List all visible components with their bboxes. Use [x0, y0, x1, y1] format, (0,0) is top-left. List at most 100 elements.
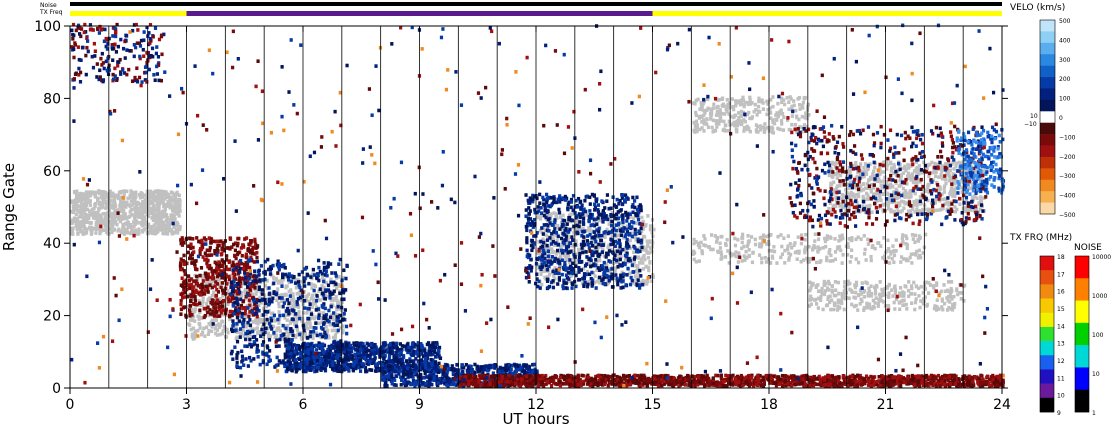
ground-scatter-cell — [74, 212, 78, 217]
ground-scatter-cell — [641, 227, 645, 231]
ground-scatter-cell — [757, 244, 762, 249]
scatter-cell — [220, 304, 225, 308]
ground-scatter-cell — [310, 316, 314, 320]
ground-scatter-cell — [748, 100, 752, 104]
ground-scatter-cell — [910, 261, 914, 265]
ground-scatter-cell — [760, 256, 764, 261]
ground-scatter-cell — [904, 241, 908, 246]
ground-scatter-cell — [703, 110, 707, 115]
ground-scatter-cell — [163, 197, 167, 201]
ground-scatter-cell — [121, 203, 125, 207]
ground-scatter-cell — [128, 210, 132, 214]
ground-scatter-cell — [847, 296, 851, 301]
scatter-cell — [73, 41, 77, 45]
ground-scatter-cell — [212, 290, 216, 295]
ground-scatter-cell — [695, 129, 699, 134]
ground-scatter-cell — [840, 233, 844, 238]
ground-scatter-cell — [635, 275, 639, 280]
ground-scatter-cell — [809, 286, 813, 290]
ground-scatter-cell — [161, 209, 165, 214]
ground-scatter-cell — [814, 297, 818, 302]
ground-scatter-cell — [105, 220, 109, 225]
ground-scatter-cell — [133, 208, 138, 212]
scatter-cell — [318, 287, 322, 292]
ground-scatter-cell — [74, 198, 78, 202]
ground-scatter-cell — [885, 163, 889, 168]
scatter-cell — [253, 286, 257, 290]
ground-scatter-cell — [944, 181, 948, 186]
ground-scatter-cell — [787, 258, 791, 262]
ground-scatter-cell — [949, 186, 953, 191]
ground-scatter-cell — [253, 320, 257, 324]
scatter-cell — [79, 34, 83, 39]
ground-scatter-cell — [873, 246, 877, 251]
ground-scatter-cell — [927, 174, 931, 178]
ground-scatter-cell — [768, 126, 772, 130]
ground-scatter-cell — [852, 194, 857, 198]
ground-scatter-cell — [757, 99, 761, 104]
ground-scatter-cell — [744, 100, 748, 105]
ground-scatter-cell — [261, 325, 265, 329]
ground-scatter-cell — [836, 298, 840, 303]
ground-scatter-cell — [931, 207, 935, 211]
scatter-cell — [252, 340, 256, 344]
ground-scatter-cell — [149, 209, 153, 214]
ground-scatter-cell — [308, 318, 312, 323]
scatter-cell — [160, 52, 164, 57]
scatter-cell — [312, 273, 317, 277]
scatter-cell — [71, 32, 75, 37]
scatter-cell — [79, 70, 83, 75]
ground-scatter-cell — [871, 298, 876, 303]
ground-scatter-cell — [742, 244, 746, 249]
ground-scatter-cell — [593, 274, 597, 278]
ground-scatter-cell — [699, 100, 703, 105]
ground-scatter-cell — [914, 297, 918, 301]
ground-scatter-cell — [734, 250, 738, 254]
scatter-cell — [230, 264, 234, 268]
scatter-cell — [263, 330, 267, 335]
ground-scatter-cell — [785, 118, 790, 122]
ground-scatter-cell — [960, 190, 964, 194]
scatter-cell — [314, 321, 318, 325]
ground-scatter-cell — [900, 208, 904, 213]
ground-scatter-cell — [651, 275, 655, 279]
scatter-cell — [287, 301, 291, 306]
ground-scatter-cell — [72, 204, 76, 208]
scatter-cell — [208, 245, 212, 250]
ground-scatter-cell — [873, 301, 877, 305]
scatter-cell — [278, 337, 282, 342]
scatter-cell — [230, 327, 234, 332]
ground-scatter-cell — [579, 248, 583, 253]
ground-scatter-cell — [130, 203, 134, 207]
ground-scatter-cell — [108, 189, 112, 194]
scatter-cell — [267, 337, 272, 342]
ground-scatter-cell — [93, 193, 98, 197]
ground-scatter-cell — [70, 200, 75, 205]
scatter-cell — [229, 292, 233, 296]
ground-scatter-cell — [866, 167, 870, 171]
ground-scatter-cell — [920, 170, 924, 175]
scatter-cell — [193, 298, 197, 303]
ground-scatter-cell — [959, 185, 963, 190]
scatter-cell — [148, 41, 152, 45]
scatter-cell — [215, 282, 220, 286]
ground-scatter-cell — [150, 199, 154, 203]
ground-scatter-cell — [953, 194, 957, 199]
ground-scatter-cell — [771, 120, 775, 125]
ground-scatter-cell — [898, 307, 902, 312]
ground-scatter-cell — [82, 224, 86, 229]
ground-scatter-cell — [277, 301, 281, 306]
ground-scatter-cell — [771, 118, 775, 122]
scatter-cell — [327, 308, 331, 313]
ground-scatter-cell — [235, 294, 239, 299]
ground-scatter-cell — [644, 248, 648, 252]
ground-scatter-cell — [170, 204, 174, 208]
ground-scatter-cell — [80, 213, 84, 217]
scatter-cell — [222, 260, 226, 264]
scatter-cell — [143, 65, 148, 69]
ground-scatter-cell — [816, 237, 821, 242]
ground-scatter-cell — [178, 225, 182, 229]
scatter-cell — [219, 285, 223, 290]
ground-scatter-cell — [808, 298, 812, 302]
ground-scatter-cell — [829, 185, 833, 189]
